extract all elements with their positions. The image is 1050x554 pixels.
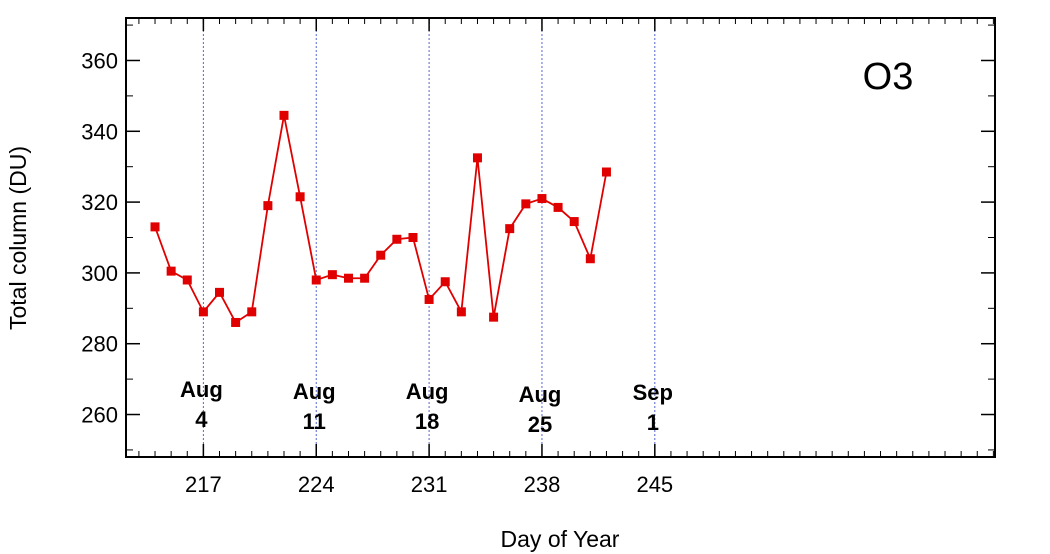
data-point [166, 266, 176, 276]
data-point [392, 234, 402, 244]
grid-lines [202, 18, 656, 457]
data-point [505, 224, 515, 234]
data-point [376, 250, 386, 260]
axis-ticks: 260 280 300 320 340 360 217 224 231 238 245 [81, 18, 995, 497]
date-label-day: 18 [415, 409, 439, 434]
data-point [472, 153, 482, 163]
date-label-month: Sep [633, 380, 673, 405]
x-tick-label: 217 [185, 472, 222, 497]
data-point [408, 233, 418, 242]
x-axis-title: Day of Year [501, 526, 620, 552]
data-point [521, 199, 531, 209]
date-markers: Aug 4 Aug 11 Aug 18 Aug 25 Sep 1 [180, 377, 673, 437]
y-tick-label: 260 [81, 403, 118, 428]
data-point [360, 273, 370, 283]
data-point [279, 110, 289, 120]
data-point [489, 312, 499, 322]
data-point [601, 167, 611, 177]
y-tick-label: 300 [81, 261, 118, 286]
data-point [198, 307, 208, 317]
data-point [424, 294, 434, 304]
data-point [215, 287, 225, 297]
series-layer [150, 110, 611, 327]
y-axis-title: Total column (DU) [5, 146, 31, 330]
date-label-month: Aug [406, 379, 449, 404]
data-point [231, 317, 241, 327]
date-label-month: Aug [293, 379, 336, 404]
date-label-month: Aug [180, 377, 223, 402]
data-point [247, 307, 257, 317]
data-point [537, 194, 547, 204]
data-point [263, 201, 273, 211]
date-label-day: 11 [303, 409, 326, 434]
x-tick-label: 245 [636, 472, 673, 497]
species-annotation: O3 [863, 56, 914, 98]
data-point [295, 192, 305, 202]
x-tick-label: 238 [524, 472, 561, 497]
date-label-day: 4 [195, 407, 208, 432]
x-tick-label: 224 [298, 472, 335, 497]
y-tick-label: 340 [81, 119, 118, 144]
date-label-month: Aug [519, 382, 562, 407]
data-point [553, 202, 563, 212]
data-point [327, 270, 337, 280]
data-point [440, 277, 450, 287]
x-tick-label: 231 [411, 472, 448, 497]
y-tick-label: 320 [81, 190, 118, 215]
date-label-day: 25 [528, 412, 552, 437]
y-tick-label: 280 [81, 332, 118, 357]
data-point [456, 307, 466, 317]
data-point [343, 273, 353, 283]
data-point [311, 275, 321, 285]
data-point [585, 254, 595, 264]
data-point [569, 217, 579, 227]
date-label-day: 1 [647, 410, 659, 435]
y-tick-label: 360 [81, 48, 118, 73]
data-point [150, 222, 160, 232]
data-point [182, 275, 192, 285]
